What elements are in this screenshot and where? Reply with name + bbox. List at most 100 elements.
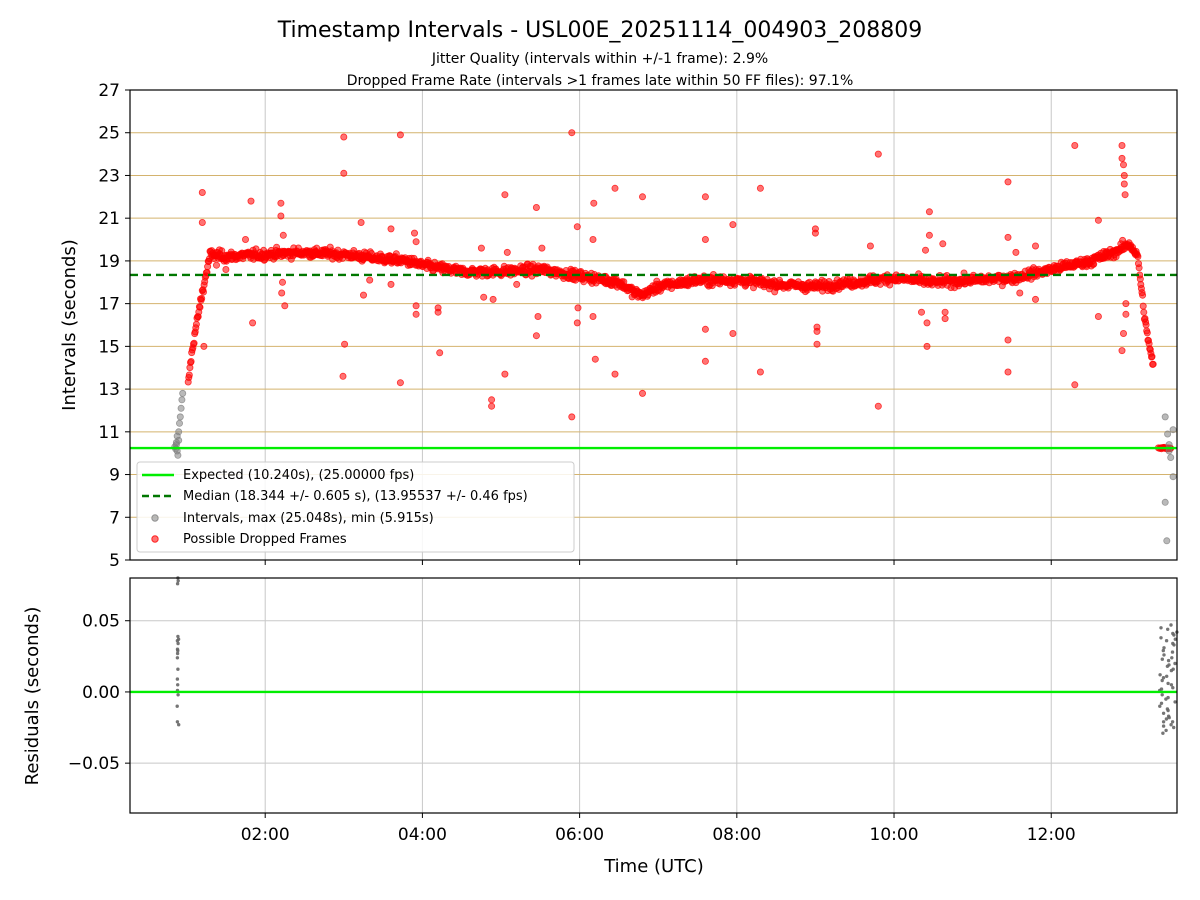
dropped-frame-outlier xyxy=(278,278,286,286)
residual-point xyxy=(1159,636,1163,640)
interval-point xyxy=(177,404,185,412)
y-tick-label: 7 xyxy=(109,508,120,528)
dropped-frame-outlier xyxy=(198,218,206,226)
x-tick-label: 12:00 xyxy=(1027,825,1076,845)
dropped-frame-outlier xyxy=(756,184,764,192)
residual-point xyxy=(1161,676,1166,680)
top-plot: 5 7 9 11 13 15 17 19 21 23 25 27 Intervals (seconds… xyxy=(59,81,1178,571)
dropped-frame-point xyxy=(1134,253,1142,261)
dropped-frame-outlier xyxy=(573,223,581,231)
residual-point xyxy=(175,720,180,724)
residual-point xyxy=(1169,623,1173,627)
residual-point xyxy=(1170,656,1174,660)
dropped-frame-outlier xyxy=(477,244,485,252)
y-tick-label: −0.05 xyxy=(68,754,120,774)
chart-subtitle-jitter: Jitter Quality (intervals within +/-1 fr… xyxy=(431,51,768,67)
dropped-frame-outlier xyxy=(412,238,420,246)
dropped-frame-outlier xyxy=(729,329,737,337)
dropped-frame-point xyxy=(196,303,204,311)
residual-point xyxy=(1159,701,1164,705)
dropped-frame-outlier xyxy=(436,349,444,357)
dropped-frame-outlier xyxy=(811,229,819,237)
dropped-frame-point xyxy=(1139,291,1147,299)
dropped-frame-outlier xyxy=(701,325,709,333)
chart-title: Timestamp Intervals - USL00E_20251114_00… xyxy=(277,18,923,43)
residual-point xyxy=(1161,724,1166,728)
y-tick-label: 17 xyxy=(98,295,120,315)
bottom-plot-frame xyxy=(129,577,1178,814)
y-tick-label: 27 xyxy=(98,81,120,101)
residual-point xyxy=(1160,657,1165,661)
legend-median-label: Median (18.344 +/- 0.605 s), (13.95537 +… xyxy=(183,489,528,504)
dropped-frame-outlier xyxy=(939,240,947,248)
residual-point xyxy=(1159,626,1163,630)
dropped-frame-outlier xyxy=(281,302,289,310)
dropped-frame-outlier xyxy=(1032,295,1040,303)
dropped-frame-outlier xyxy=(277,199,285,207)
dropped-frame-outlier xyxy=(387,280,395,288)
top-y-ticks: 5 7 9 11 13 15 17 19 21 23 25 27 xyxy=(98,81,130,571)
dropped-frame-outlier xyxy=(366,276,374,284)
dropped-frame-outlier xyxy=(589,312,597,320)
residual-point xyxy=(1159,687,1164,691)
interval-point xyxy=(173,432,181,440)
residual-point xyxy=(175,582,180,586)
dropped-frame-outlier xyxy=(941,308,949,316)
dropped-frame-outlier xyxy=(922,246,930,254)
legend-dropped-label: Possible Dropped Frames xyxy=(183,532,347,547)
residual-point xyxy=(176,648,180,653)
interval-point xyxy=(1169,473,1177,481)
dropped-frame-outlier xyxy=(591,355,599,363)
dropped-frame-outlier xyxy=(1004,233,1012,241)
legend-box xyxy=(136,461,575,553)
dropped-frame-outlier xyxy=(1004,336,1012,344)
dropped-frame-outlier xyxy=(488,396,496,404)
dropped-frame-point xyxy=(1143,329,1151,337)
residual-point xyxy=(1173,637,1178,641)
dropped-frame-outlier xyxy=(241,235,249,243)
residual-point xyxy=(1160,678,1164,683)
residual-point xyxy=(1171,667,1175,671)
residual-point xyxy=(1166,658,1171,663)
residual-point xyxy=(175,704,179,708)
dropped-frame-outlier xyxy=(923,319,931,327)
dropped-frame-outlier xyxy=(532,332,540,340)
residual-point xyxy=(1158,673,1162,677)
residual-point xyxy=(1164,728,1168,733)
residual-point xyxy=(1165,674,1169,678)
y-tick-label: 0.05 xyxy=(82,612,120,632)
dropped-frame-point xyxy=(192,320,200,328)
dropped-frame-outlier xyxy=(198,188,206,196)
legend-intervals-swatch xyxy=(151,514,159,522)
dropped-frame-outlier xyxy=(501,370,509,378)
dropped-frame-outlier xyxy=(1012,248,1020,256)
residual-point xyxy=(1164,639,1169,643)
residual-point xyxy=(1166,627,1170,631)
x-tick-label: 02:00 xyxy=(241,825,290,845)
interval-point xyxy=(175,419,183,427)
x-tick-label: 08:00 xyxy=(712,825,761,845)
dropped-frame-outlier xyxy=(568,129,576,137)
dropped-frame-point xyxy=(1090,260,1098,268)
bottom-y-axis-label: Residuals (seconds) xyxy=(22,607,43,786)
dropped-frame-outlier xyxy=(639,389,647,397)
residual-point xyxy=(1166,681,1170,686)
dropped-frame-outlier xyxy=(874,150,882,158)
residual-point xyxy=(1171,641,1175,646)
dropped-frame-outlier xyxy=(1122,310,1130,318)
dropped-frame-outlier xyxy=(589,235,597,243)
residual-point xyxy=(1169,683,1174,687)
dropped-frame-outlier xyxy=(1004,368,1012,376)
dropped-frame-outlier xyxy=(488,402,496,410)
dropped-frame-outlier xyxy=(222,265,230,273)
bottom-y-ticks: −0.05 0.00 0.05 xyxy=(68,612,130,774)
dropped-frame-point xyxy=(198,294,206,302)
interval-point xyxy=(1161,498,1169,506)
residual-point xyxy=(1170,720,1175,724)
dropped-frame-outlier xyxy=(568,413,576,421)
dropped-frame-outlier xyxy=(590,199,598,207)
bottom-gridlines xyxy=(130,578,1177,813)
residual-point xyxy=(1164,717,1169,721)
residual-point xyxy=(1161,720,1166,724)
